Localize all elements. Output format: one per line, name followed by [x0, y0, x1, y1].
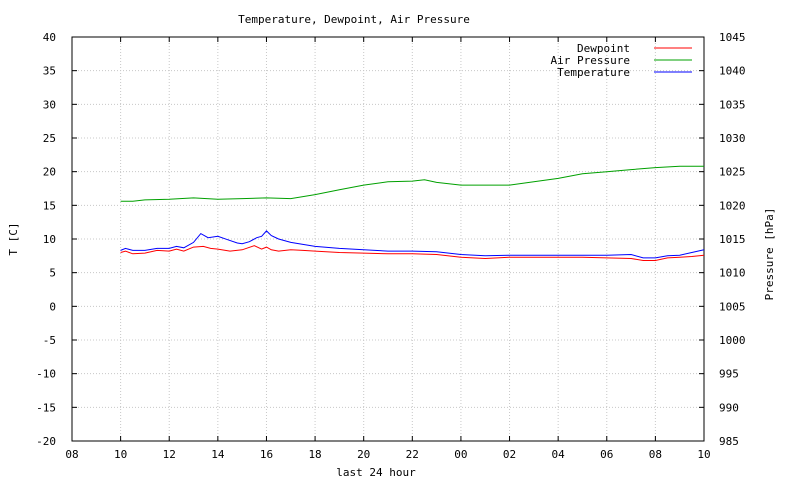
y-tick-label-right: 1025	[719, 166, 746, 179]
y-tick-label-right: 1005	[719, 300, 746, 313]
x-tick-label: 16	[260, 448, 273, 461]
y-tick-label-right: 1040	[719, 65, 746, 78]
y-tick-label-left: 0	[49, 300, 56, 313]
y-tick-label-right: 1045	[719, 31, 746, 44]
y-tick-label-left: 10	[43, 233, 56, 246]
y-tick-label-left: -15	[36, 401, 56, 414]
legend-label-air-pressure: Air Pressure	[551, 54, 630, 67]
y-axis-label-left: T [C]	[7, 222, 20, 255]
legend-label-dewpoint: Dewpoint	[577, 42, 630, 55]
y-tick-label-left: 15	[43, 199, 56, 212]
y-tick-label-left: 20	[43, 166, 56, 179]
y-tick-label-right: 1035	[719, 98, 746, 111]
y-tick-label-right: 1020	[719, 199, 746, 212]
y-tick-label-left: 25	[43, 132, 56, 145]
series-line-dewpoint	[120, 245, 705, 261]
y-axis-label-right: Pressure [hPa]	[763, 208, 776, 301]
y-tick-label-right: 1000	[719, 334, 746, 347]
y-tick-label-right: 985	[719, 435, 739, 448]
grid-layer	[72, 37, 704, 441]
y-tick-label-right: 1015	[719, 233, 746, 246]
y-tick-label-left: 40	[43, 31, 56, 44]
x-axis-label: last 24 hour	[336, 466, 416, 479]
x-tick-label: 14	[211, 448, 225, 461]
x-tick-label: 06	[600, 448, 613, 461]
x-tick-label: 04	[552, 448, 566, 461]
series-line-temperature	[120, 230, 705, 259]
y-tick-label-left: -10	[36, 368, 56, 381]
y-tick-label-right: 1030	[719, 132, 746, 145]
y-tick-label-left: 5	[49, 267, 56, 280]
x-tick-label: 08	[649, 448, 662, 461]
y-tick-label-left: 35	[43, 65, 56, 78]
chart-title: Temperature, Dewpoint, Air Pressure	[238, 13, 470, 26]
legend-label-temperature: Temperature	[557, 66, 630, 79]
y-tick-label-right: 1010	[719, 267, 746, 280]
x-tick-label: 10	[114, 448, 127, 461]
x-tick-label: 18	[308, 448, 321, 461]
y-tick-label-left: -20	[36, 435, 56, 448]
ticks-layer: 08 10 12 14 16 18 20 22 00 02 04 06 08 10403530252015…	[36, 31, 745, 461]
x-tick-label: 10	[697, 448, 710, 461]
x-tick-label: 02	[503, 448, 516, 461]
series-line-air-pressure	[120, 165, 704, 202]
x-tick-label: 20	[357, 448, 370, 461]
x-tick-label: 00	[454, 448, 467, 461]
y-tick-label-left: 30	[43, 98, 56, 111]
x-tick-label: 08	[65, 448, 78, 461]
x-tick-label: 12	[163, 448, 176, 461]
series-layer	[120, 165, 705, 261]
y-tick-label-right: 995	[719, 368, 739, 381]
y-tick-label-left: -5	[43, 334, 56, 347]
y-tick-label-right: 990	[719, 401, 739, 414]
x-tick-label: 22	[406, 448, 419, 461]
